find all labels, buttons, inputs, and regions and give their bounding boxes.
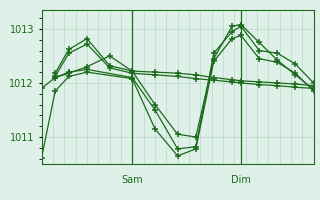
Text: Dim: Dim bbox=[231, 175, 251, 185]
Text: Sam: Sam bbox=[121, 175, 143, 185]
